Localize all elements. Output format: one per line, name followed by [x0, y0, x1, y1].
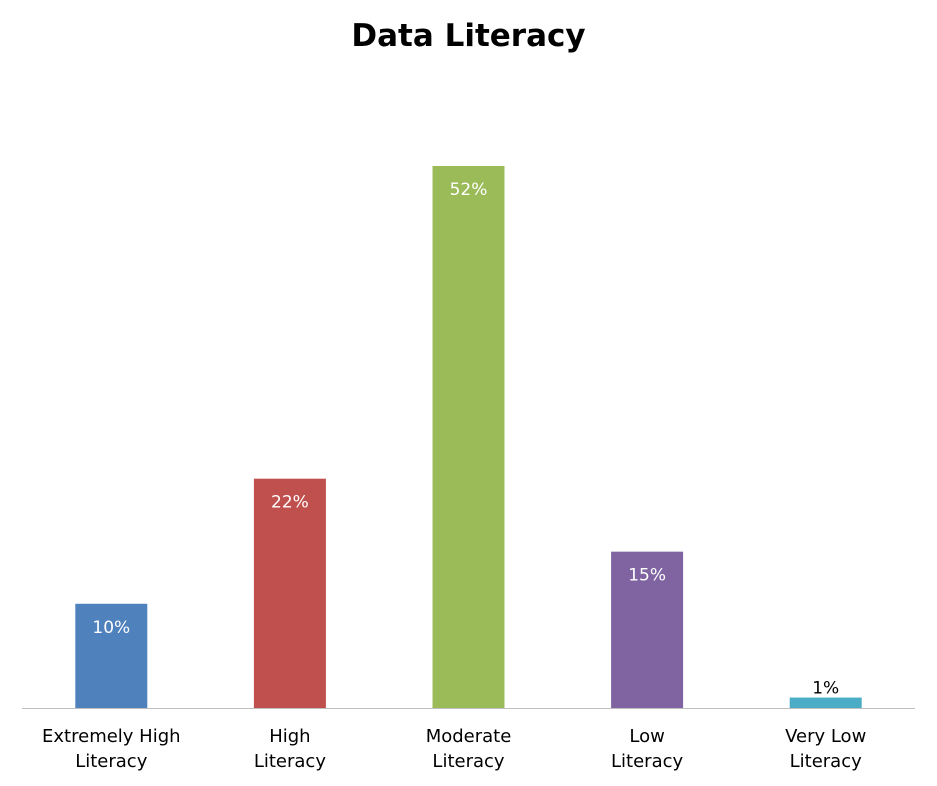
bar-value-label-1: 22% [271, 493, 309, 513]
category-label-0: Extremely High Literacy [42, 726, 181, 772]
bar-value-label-0: 10% [92, 618, 130, 638]
value-labels-layer: 10% 22% 52% 15% 1% [92, 180, 839, 699]
bar-2 [432, 166, 505, 708]
category-label-4: Very Low Literacy [785, 726, 866, 772]
bar-3 [611, 551, 684, 708]
bar-1 [253, 478, 326, 708]
bar-value-label-3: 15% [628, 566, 666, 586]
category-labels-layer: Extremely High Literacy High Literacy Modera… [42, 726, 866, 772]
bar-value-label-4: 1% [812, 679, 839, 699]
bar-value-label-2: 52% [450, 180, 488, 200]
chart-title: Data Literacy [351, 18, 586, 54]
bars-layer [75, 166, 862, 708]
bar-0 [75, 603, 148, 708]
category-label-2: Moderate Literacy [426, 726, 512, 772]
bar-4 [789, 697, 862, 708]
category-label-1: High Literacy [254, 726, 326, 772]
category-label-3: Low Literacy [611, 726, 683, 772]
